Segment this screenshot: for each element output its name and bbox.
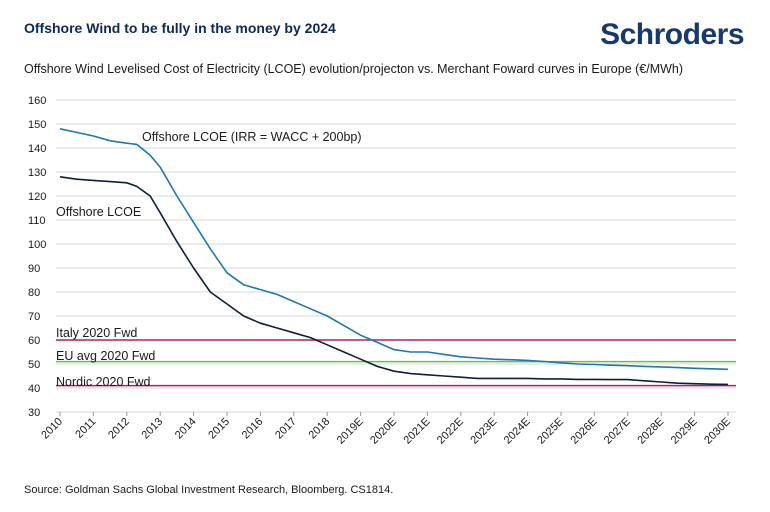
brand-logo: Schroders (600, 18, 744, 51)
page-headline: Offshore Wind to be fully in the money b… (24, 20, 336, 36)
x-tick-label: 2014 (173, 416, 199, 442)
series-line-lcoe (59, 176, 729, 386)
x-tick-label: 2025E (535, 416, 566, 447)
label-nordic-fwd: Nordic 2020 Fwd (56, 375, 151, 389)
x-axis-ticks: 2010 2011 2012 2013 2014 2015 2016 2017 2018 2019… (39, 412, 733, 447)
series-line-lcoe-wacc (59, 128, 729, 371)
y-tick-label: 120 (28, 191, 46, 203)
label-offshore-lcoe: Offshore LCOE (56, 205, 141, 219)
x-tick-label: 2029E (669, 416, 700, 447)
x-tick-label: 2020E (368, 416, 399, 447)
y-tick-label: 30 (28, 407, 40, 419)
x-tick-label: 2026E (569, 416, 600, 447)
x-tick-label: 2028E (635, 416, 666, 447)
chart-canvas: 30 40 50 60 70 80 90 100 110 120 130 140 150 160 2010… (28, 95, 736, 447)
x-tick-label: 2027E (602, 416, 633, 447)
chart-title: Offshore Wind Levelised Cost of Electric… (24, 62, 684, 76)
x-tick-label: 2010 (39, 416, 65, 442)
x-tick-label: 2016 (240, 416, 266, 442)
y-tick-label: 140 (28, 143, 46, 155)
lcoe-series (59, 128, 729, 386)
y-tick-label: 50 (28, 359, 40, 371)
x-tick-label: 2013 (140, 416, 166, 442)
x-tick-label: 2022E (435, 416, 466, 447)
y-tick-label: 150 (28, 119, 46, 131)
x-tick-label: 2015 (206, 416, 232, 442)
x-tick-label: 2019E (335, 416, 366, 447)
y-tick-label: 130 (28, 167, 46, 179)
x-tick-label: 2012 (106, 416, 132, 442)
label-offshore-lcoe-wacc: Offshore LCOE (IRR = WACC + 200bp) (142, 130, 362, 144)
label-eu-avg-fwd: EU avg 2020 Fwd (56, 349, 155, 363)
y-tick-label: 40 (28, 383, 40, 395)
x-tick-label: 2024E (502, 416, 533, 447)
y-tick-label: 60 (28, 335, 40, 347)
x-tick-label: 2017 (273, 416, 299, 442)
x-tick-label: 2018 (307, 416, 333, 442)
y-axis-ticks: 30 40 50 60 70 80 90 100 110 120 130 140 150 160 (28, 95, 46, 419)
y-tick-label: 160 (28, 95, 46, 107)
y-tick-label: 100 (28, 239, 46, 251)
x-tick-label: 2011 (73, 416, 98, 441)
x-tick-label: 2021E (402, 416, 433, 447)
label-italy-fwd: Italy 2020 Fwd (56, 326, 137, 340)
source-note: Source: Goldman Sachs Global Investment … (24, 484, 394, 496)
x-tick-label: 2023E (468, 416, 499, 447)
x-tick-label: 2030E (702, 416, 733, 447)
y-tick-label: 90 (28, 263, 40, 275)
y-tick-label: 70 (28, 311, 40, 323)
y-tick-label: 110 (28, 215, 46, 227)
forward-curves (56, 339, 736, 387)
y-tick-label: 80 (28, 287, 40, 299)
